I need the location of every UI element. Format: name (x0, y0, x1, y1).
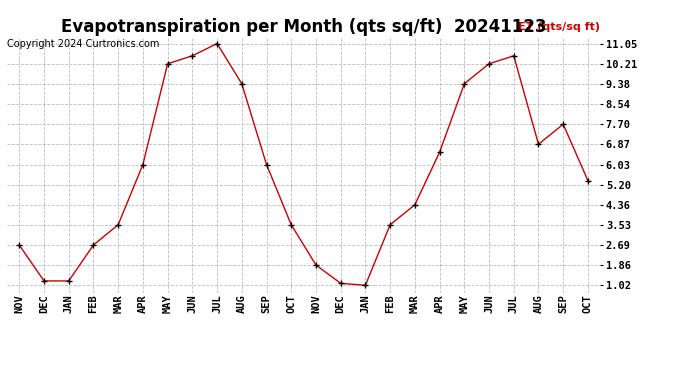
Text: ET (qts/sq ft): ET (qts/sq ft) (518, 22, 600, 32)
Text: Copyright 2024 Curtronics.com: Copyright 2024 Curtronics.com (7, 39, 159, 50)
Title: Evapotranspiration per Month (qts sq/ft)  20241123: Evapotranspiration per Month (qts sq/ft)… (61, 18, 546, 36)
